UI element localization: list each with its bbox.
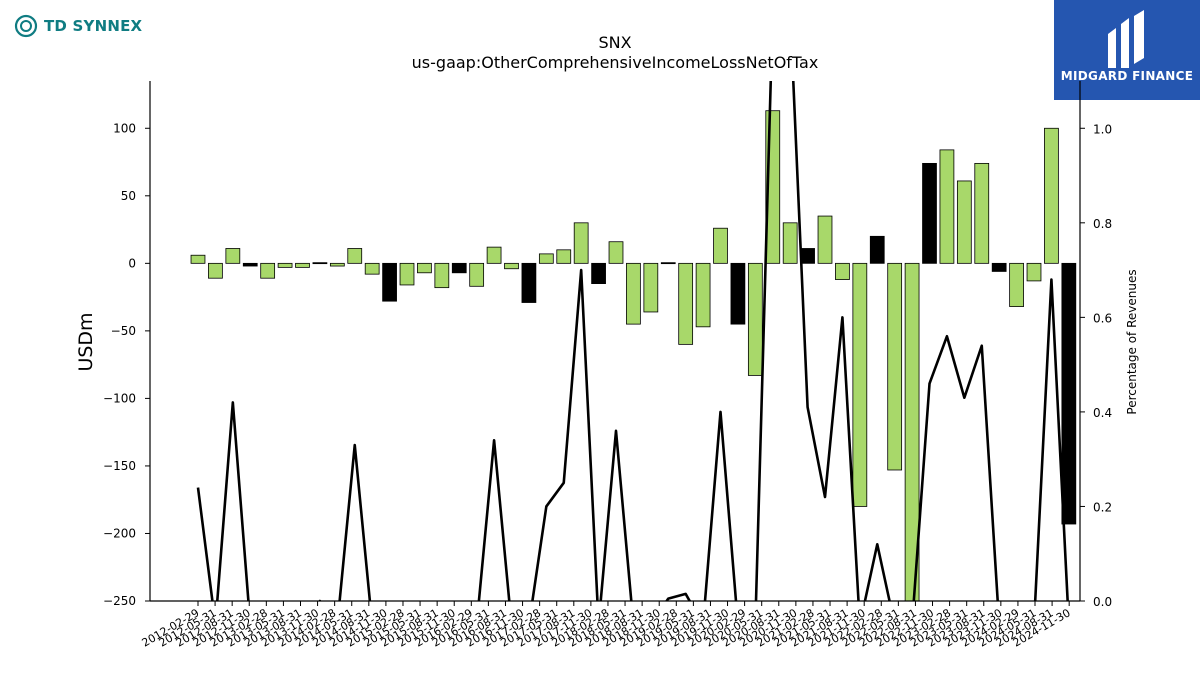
y-tick-label: −50: [111, 324, 136, 338]
chart-title: SNX: [598, 33, 631, 52]
bar: [190, 254, 206, 264]
midgard-finance-logo: MIDGARD FINANCE: [1054, 0, 1200, 100]
bar: [608, 241, 624, 264]
midgard-logo-icon: [1108, 10, 1144, 68]
bar: [277, 262, 293, 268]
y-tick-label: −150: [103, 459, 136, 473]
bar: [782, 222, 798, 264]
y-axis-label: USDm: [75, 312, 97, 371]
bar: [817, 215, 833, 264]
bar: [364, 262, 380, 275]
bar: [869, 235, 885, 264]
y2-tick-label: 1.0: [1093, 122, 1112, 136]
y2-tick-label: 0.6: [1093, 311, 1112, 325]
bar: [887, 262, 903, 471]
bar: [556, 249, 572, 264]
midgard-logo-text: MIDGARD FINANCE: [1060, 69, 1194, 83]
y-tick-label: −200: [103, 526, 136, 540]
bar: [434, 262, 450, 289]
y2-axis-label: Percentage of Revenues: [1125, 269, 1139, 414]
bar: [399, 262, 415, 286]
bar: [521, 262, 537, 303]
bar: [295, 262, 310, 268]
bar: [504, 262, 519, 270]
y2-tick-label: 0.8: [1093, 217, 1112, 231]
bar: [626, 262, 641, 325]
bar: [451, 262, 467, 274]
bar: [1044, 127, 1059, 264]
bar: [591, 262, 606, 284]
bar: [974, 162, 990, 264]
bar: [852, 262, 868, 507]
bar: [312, 262, 328, 265]
td-synnex-logo-text: TD SYNNEX: [44, 17, 143, 35]
bar: [1009, 262, 1024, 307]
bar: [956, 180, 972, 264]
bar: [713, 227, 728, 264]
chart-subtitle: us-gaap:OtherComprehensiveIncomeLossNetO…: [412, 53, 819, 72]
bar: [643, 262, 659, 313]
bar: [695, 262, 711, 328]
td-synnex-logo: TD SYNNEX: [14, 14, 142, 38]
y2-tick-label: 0.2: [1093, 500, 1112, 514]
bar: [800, 248, 815, 264]
td-synnex-logo-icon: [14, 14, 38, 38]
y-tick-label: 0: [128, 256, 136, 270]
y-tick-label: 50: [121, 189, 136, 203]
bar: [1061, 262, 1077, 525]
bar: [660, 262, 676, 265]
y-tick-label: 100: [113, 121, 136, 135]
bar: [904, 262, 920, 601]
y2-tick-label: 0.0: [1093, 595, 1112, 609]
bar: [382, 262, 397, 302]
bar: [469, 262, 485, 287]
bar: [242, 262, 258, 267]
revenue-percentage-series: [196, 81, 1069, 601]
bar: [678, 262, 694, 345]
revenue-percentage-line: [196, 81, 1069, 601]
y-tick-label: −100: [103, 391, 136, 405]
bar: [329, 262, 345, 267]
bar: [1026, 262, 1042, 282]
bar: [486, 246, 502, 264]
bar: [922, 162, 937, 264]
axes: 100 50 0 −50 −100 −150 −200 −250 0.0 0.2 0.4 0.6 0.8…: [103, 81, 1112, 650]
bar-series: [190, 110, 1077, 601]
bar: [538, 253, 554, 264]
bar: [573, 222, 589, 264]
y2-tick-label: 0.4: [1093, 406, 1112, 420]
bar: [417, 262, 432, 274]
y-tick-label: −250: [103, 594, 136, 608]
bar: [747, 262, 763, 376]
bar: [225, 248, 241, 264]
bar: [939, 149, 955, 264]
bar: [208, 262, 223, 279]
bar: [730, 262, 746, 325]
bar: [260, 262, 276, 279]
bar: [991, 262, 1007, 272]
bar: [347, 248, 363, 264]
bar: [835, 262, 850, 280]
